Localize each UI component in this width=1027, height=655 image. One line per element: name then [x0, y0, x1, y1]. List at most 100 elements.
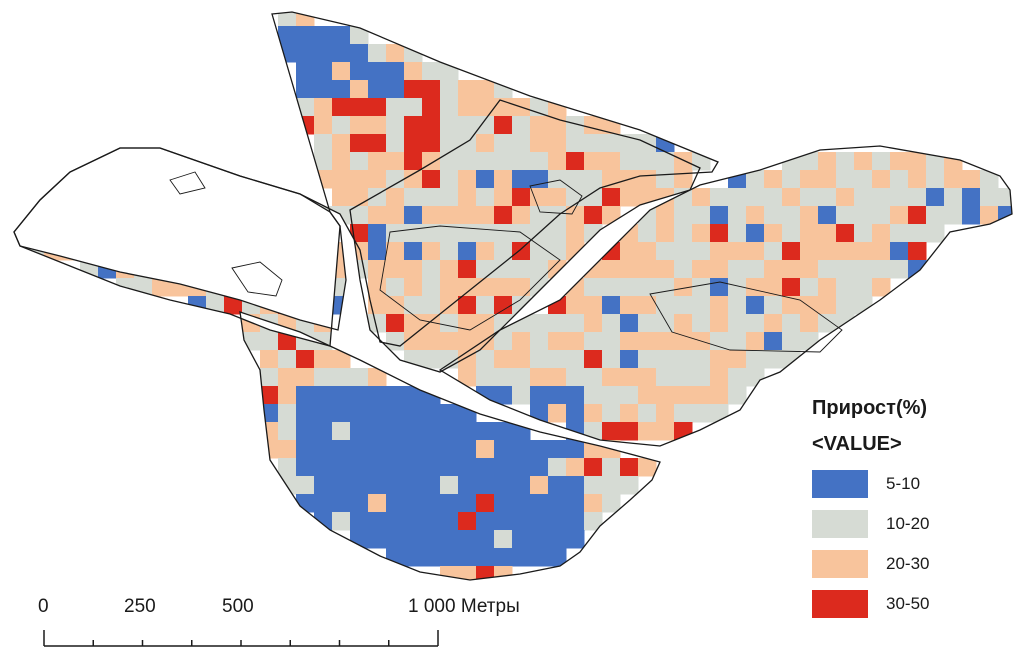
raster-cell [476, 170, 495, 189]
raster-cell [350, 62, 369, 81]
raster-cell [98, 224, 117, 243]
raster-cell [386, 422, 405, 441]
raster-cell [404, 152, 423, 171]
raster-cell [674, 332, 693, 351]
raster-cell [620, 368, 639, 387]
raster-cell [440, 512, 459, 531]
raster-cell [332, 62, 351, 81]
raster-cell [548, 242, 567, 261]
raster-cell [206, 188, 225, 207]
raster-cell [908, 188, 927, 207]
raster-cell [476, 440, 495, 459]
raster-cell [458, 278, 477, 297]
raster-cell [782, 206, 801, 225]
raster-cell [476, 206, 495, 225]
raster-cell [98, 206, 117, 225]
raster-cell [368, 530, 387, 549]
raster-cell [224, 224, 243, 243]
raster-cell [386, 152, 405, 171]
raster-cell [404, 512, 423, 531]
raster-cell [530, 440, 549, 459]
raster-cell [386, 44, 405, 63]
raster-cell [332, 494, 351, 513]
raster-cell [368, 278, 387, 297]
legend-field-name: <VALUE> [812, 433, 902, 455]
raster-cell [512, 440, 531, 459]
scale-bar-graphic [43, 630, 439, 647]
raster-cell [422, 494, 441, 513]
raster-cell [512, 242, 531, 261]
raster-cell [476, 242, 495, 261]
raster-cell [854, 278, 873, 297]
raster-cell [350, 170, 369, 189]
raster-cell [422, 386, 441, 405]
raster-cell [440, 494, 459, 513]
raster-cell [440, 116, 459, 135]
raster-cell [296, 44, 315, 63]
raster-cell [476, 188, 495, 207]
raster-cell [494, 296, 513, 315]
raster-cell [116, 188, 135, 207]
raster-cell [674, 224, 693, 243]
raster-cell [116, 206, 135, 225]
raster-cell [314, 494, 333, 513]
zone-contour [169, 171, 206, 195]
raster-cell [728, 350, 747, 369]
raster-cell [350, 440, 369, 459]
raster-cell [674, 152, 693, 171]
raster-cell [512, 260, 531, 279]
raster-cell [980, 206, 999, 225]
raster-cell [458, 98, 477, 117]
raster-cell [530, 368, 549, 387]
raster-cell [314, 476, 333, 495]
raster-cell [206, 260, 225, 279]
raster-cell [404, 278, 423, 297]
raster-cell [422, 440, 441, 459]
raster-cell [566, 350, 585, 369]
raster-cell [458, 152, 477, 171]
raster-cell [494, 314, 513, 333]
raster-cell [584, 494, 603, 513]
raster-cell [674, 404, 693, 423]
raster-cell [836, 296, 855, 315]
raster-cell [278, 26, 297, 45]
raster-cell [332, 152, 351, 171]
raster-cell [332, 368, 351, 387]
raster-cell [206, 170, 225, 189]
raster-cell [386, 530, 405, 549]
raster-cell [710, 224, 729, 243]
raster-cell [242, 224, 261, 243]
raster-cell [458, 296, 477, 315]
raster-cell [242, 242, 261, 261]
raster-cell [494, 476, 513, 495]
raster-cell [314, 98, 333, 117]
raster-cell [440, 332, 459, 351]
raster-cell [476, 512, 495, 531]
raster-cell [476, 530, 495, 549]
raster-cell [620, 152, 639, 171]
raster-cell [710, 278, 729, 297]
raster-cell [152, 206, 171, 225]
raster-cell [152, 260, 171, 279]
raster-cell [602, 368, 621, 387]
raster-cell [404, 494, 423, 513]
raster-cell [890, 242, 909, 261]
raster-cell [980, 188, 999, 207]
raster-cell [332, 350, 351, 369]
raster-cell [476, 278, 495, 297]
raster-cell [278, 296, 297, 315]
raster-cell [134, 224, 153, 243]
raster-cell [476, 116, 495, 135]
raster-cell [692, 296, 711, 315]
raster-cell [332, 404, 351, 423]
raster-cell [476, 386, 495, 405]
raster-cell [512, 332, 531, 351]
raster-cell [314, 134, 333, 153]
raster-cell [170, 242, 189, 261]
raster-cell [440, 548, 459, 567]
raster-cell [566, 278, 585, 297]
raster-cell [620, 458, 639, 477]
raster-cell [620, 242, 639, 261]
raster-cell [476, 566, 495, 580]
raster-cell [260, 224, 279, 243]
